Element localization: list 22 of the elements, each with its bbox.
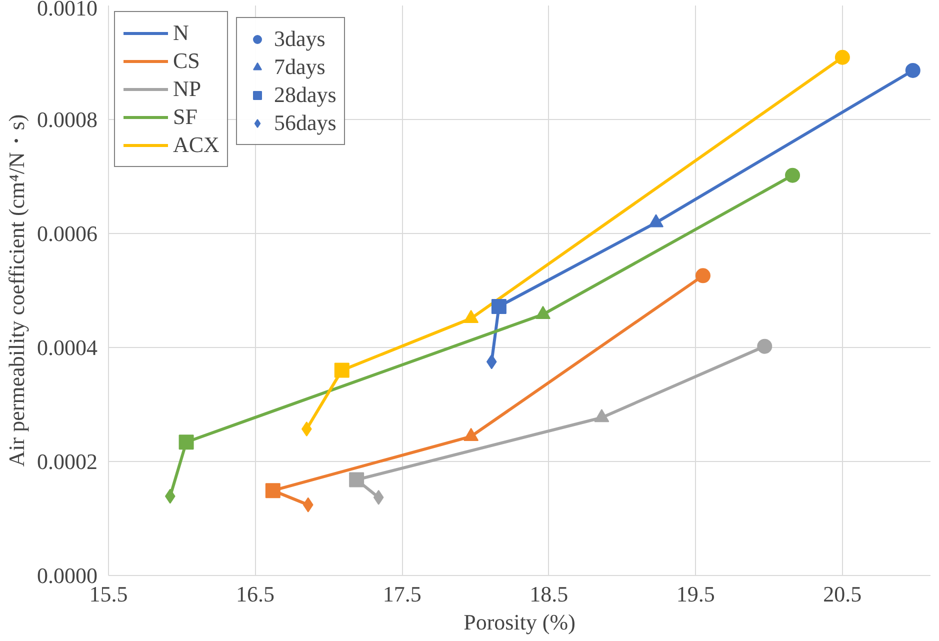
- y-tick-label: 0.0004: [37, 335, 98, 360]
- x-tick-label: 18.5: [530, 582, 568, 606]
- legend-label: 56days: [274, 110, 336, 136]
- x-tick-label: 16.5: [236, 582, 275, 606]
- legend-label: 28days: [274, 82, 336, 108]
- x-tick-label: 17.5: [382, 582, 422, 606]
- y-tick-label: 0.0002: [37, 449, 98, 474]
- y-tick-label: 0.0008: [37, 107, 98, 132]
- legend-label: N: [173, 20, 190, 46]
- legend-label: 7days: [274, 54, 326, 80]
- y-tick-label: 0.0010: [37, 0, 98, 20]
- x-tick-label: 20.5: [823, 582, 862, 606]
- x-tick-label: 19.5: [676, 582, 715, 606]
- legend-label: NP: [173, 76, 202, 102]
- x-axis-title: Porosity (%): [464, 610, 576, 634]
- legend-label: ACX: [173, 132, 220, 158]
- legend-label: CS: [173, 48, 200, 74]
- y-axis-title: Air permeability coefficient (cm⁴/N・s): [4, 114, 29, 467]
- legend-label: SF: [173, 104, 198, 130]
- y-tick-label: 0.0000: [37, 563, 98, 588]
- legend-label: 3days: [274, 26, 326, 52]
- y-tick-label: 0.0006: [37, 221, 98, 246]
